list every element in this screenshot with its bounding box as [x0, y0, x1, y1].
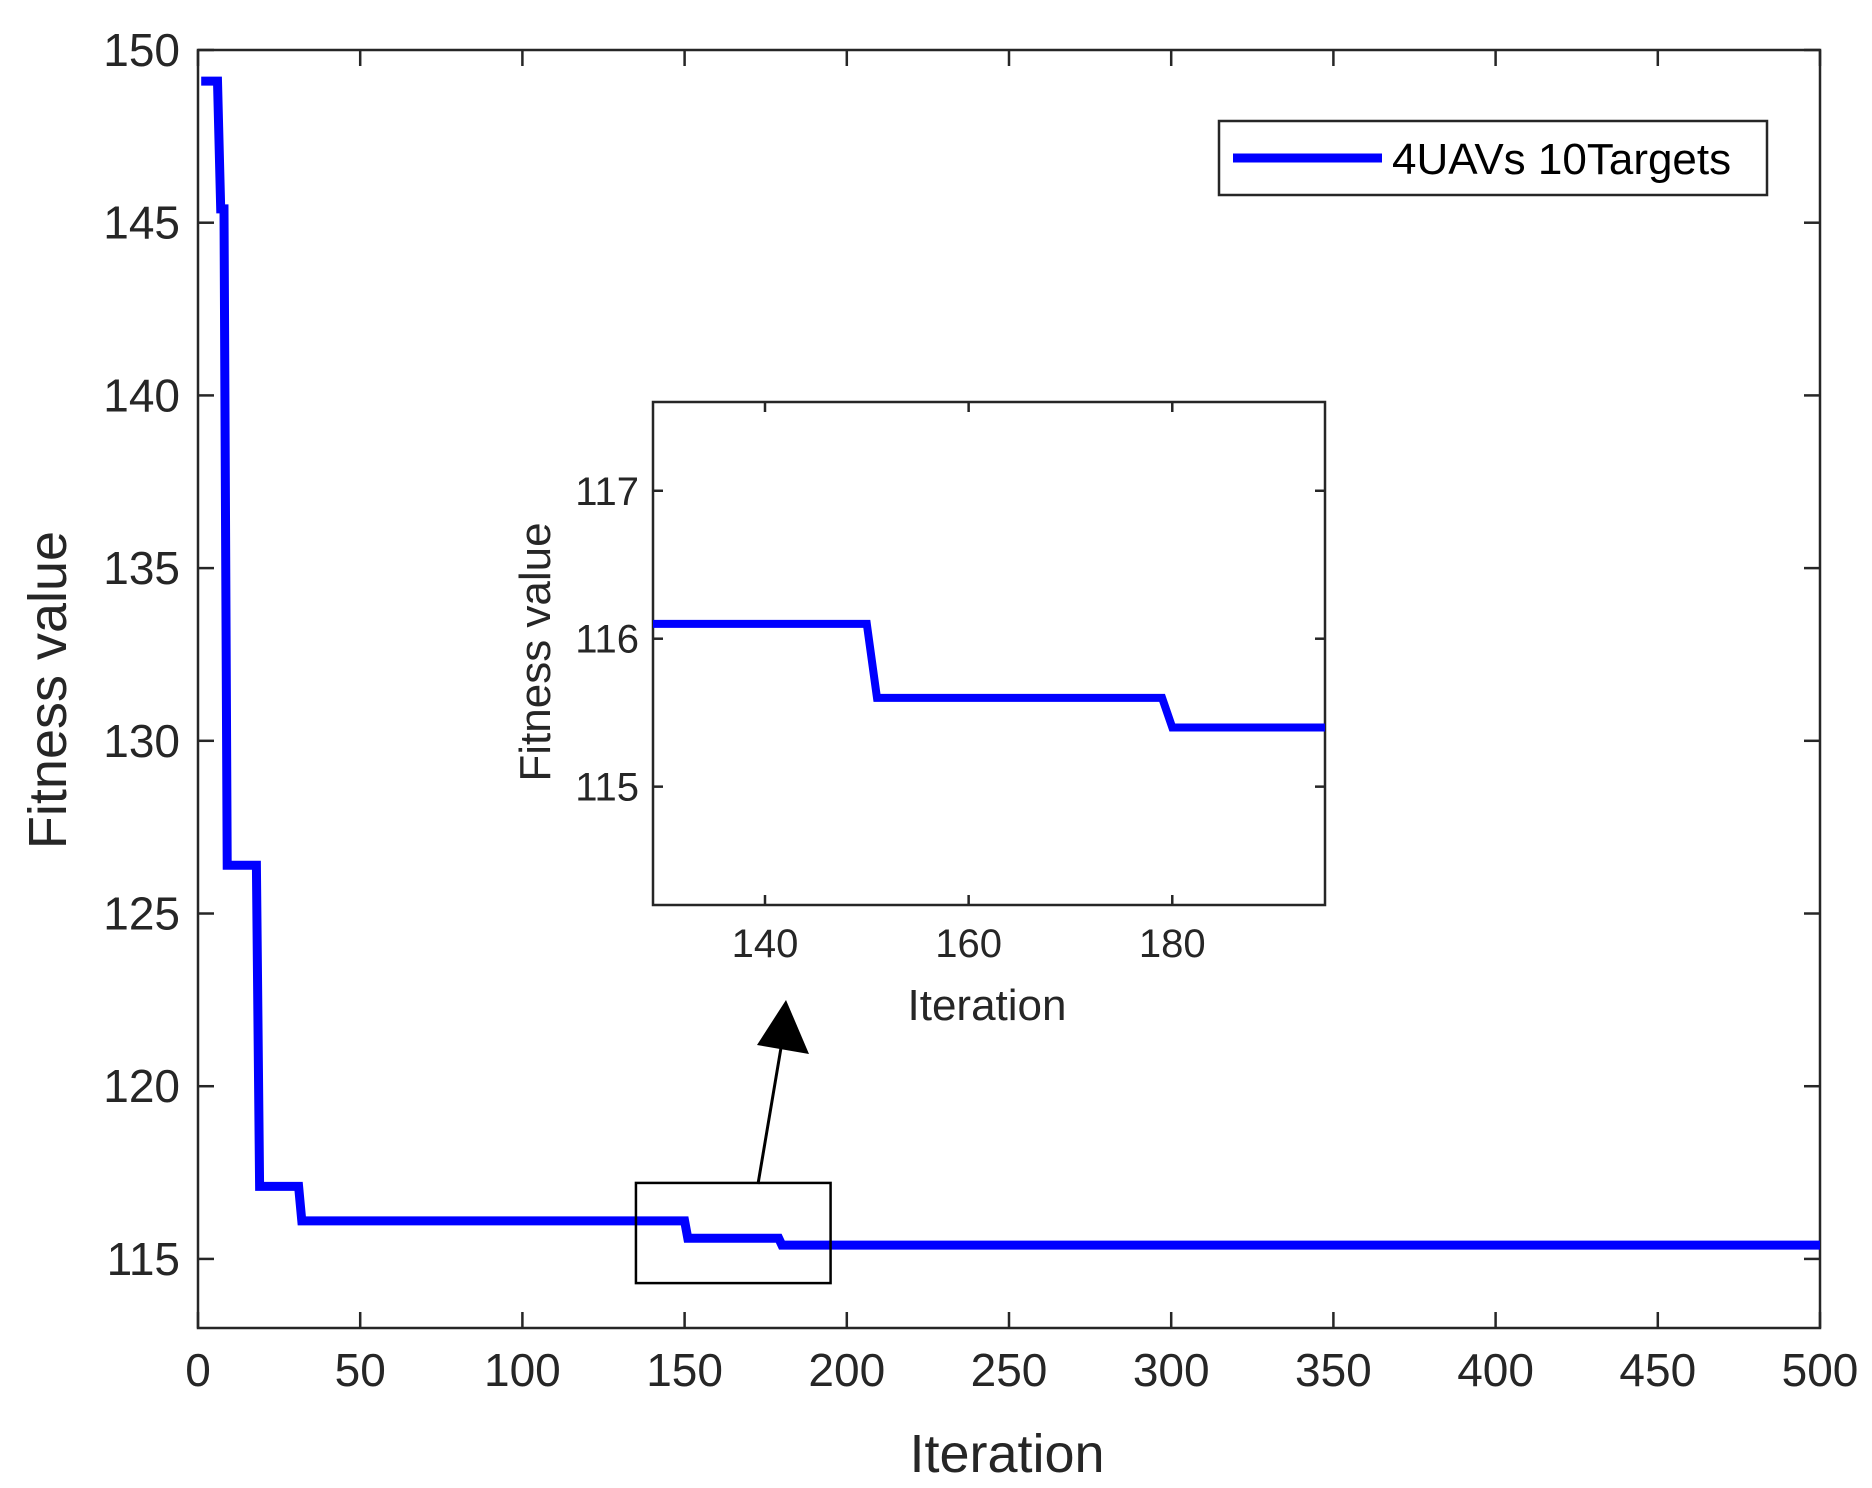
inset-plot-area: 140 160 180 115 116 117: [575, 400, 1327, 966]
inset-x-tick-label: 140: [732, 922, 799, 966]
main-x-tick-label: 300: [1133, 1344, 1210, 1396]
main-y-tick-label: 125: [103, 888, 180, 940]
main-x-tick-label: 50: [335, 1344, 386, 1396]
main-series-line: [201, 76, 1820, 1250]
main-x-tick-label: 450: [1619, 1344, 1696, 1396]
main-y-tick-label: 140: [103, 369, 180, 421]
main-y-tick-label: 150: [103, 24, 180, 76]
main-y-tick-label: 120: [103, 1060, 180, 1112]
main-x-tick-label: 0: [185, 1344, 211, 1396]
zoom-box: [634, 1181, 832, 1285]
main-x-tick-label: 100: [484, 1344, 561, 1396]
main-x-tick-label: 250: [971, 1344, 1048, 1396]
inset-x-tick-label: 160: [935, 922, 1002, 966]
inset-y-axis-title: Fitness value: [511, 522, 560, 781]
inset-y-tick-label: 117: [575, 470, 639, 514]
main-x-tick-label: 200: [808, 1344, 885, 1396]
main-x-axis-title: Iteration: [909, 1424, 1104, 1484]
inset-x-axis-title: Iteration: [908, 981, 1067, 1030]
inset-y-tick-label: 116: [575, 618, 639, 662]
inset-series-line: [653, 619, 1325, 732]
main-x-tick-label: 500: [1782, 1344, 1859, 1396]
main-y-tick-label: 135: [103, 542, 180, 594]
main-y-tick-label: 115: [107, 1233, 180, 1285]
legend-label: 4UAVs 10Targets: [1392, 135, 1731, 184]
main-x-tick-label: 400: [1457, 1344, 1534, 1396]
main-y-tick-label: 145: [103, 197, 180, 249]
main-x-tick-label: 150: [646, 1344, 723, 1396]
legend: 4UAVs 10Targets: [1217, 119, 1769, 197]
main-y-axis-title: Fitness value: [18, 531, 78, 849]
inset-x-tick-label: 180: [1139, 922, 1206, 966]
inset-axes-box: [651, 400, 1327, 907]
inset-y-tick-label: 115: [575, 766, 639, 810]
main-x-tick-label: 350: [1295, 1344, 1372, 1396]
main-y-tick-label: 130: [103, 715, 180, 767]
zoom-arrow: [756, 1000, 809, 1185]
